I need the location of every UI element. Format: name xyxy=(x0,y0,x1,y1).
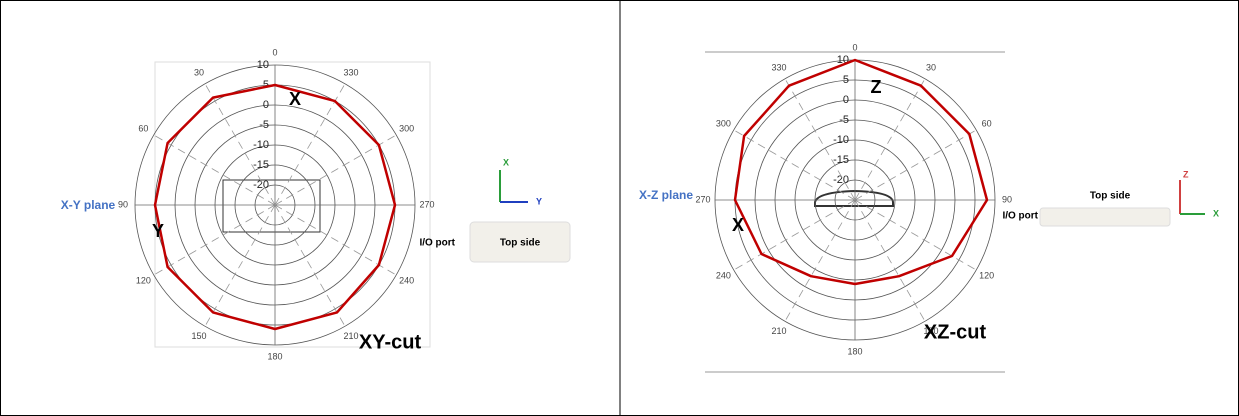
spoke xyxy=(274,83,346,206)
angle-label: 60 xyxy=(982,118,992,128)
cut-label: XY-cut xyxy=(359,331,422,353)
angle-label: 270 xyxy=(419,199,434,209)
spoke xyxy=(274,204,397,276)
angle-label: 210 xyxy=(771,326,786,336)
r-tick-label: 0 xyxy=(263,99,269,111)
spoke xyxy=(153,134,276,206)
spoke xyxy=(274,134,397,206)
device-label: I/O port xyxy=(419,238,455,249)
angle-label: 300 xyxy=(399,123,414,133)
angle-label: 270 xyxy=(695,194,710,204)
angle-label: 0 xyxy=(852,42,857,52)
device-label: Top side xyxy=(1090,191,1131,202)
device-photo xyxy=(1039,207,1171,227)
spoke xyxy=(784,78,856,201)
spoke xyxy=(784,199,856,322)
spoke xyxy=(733,129,856,201)
r-tick-label: -5 xyxy=(839,114,849,126)
r-tick-label: 5 xyxy=(263,79,269,91)
angle-label: 240 xyxy=(716,270,731,280)
angle-label: 300 xyxy=(716,118,731,128)
icon-label: X xyxy=(503,157,509,167)
r-tick-label: -15 xyxy=(253,159,269,171)
angle-label: 120 xyxy=(136,275,151,285)
axis-marker: Y xyxy=(152,221,164,241)
angle-label: 150 xyxy=(923,326,938,336)
pattern-curve xyxy=(153,83,397,331)
device-label: I/O port xyxy=(1002,211,1038,222)
angle-label: 150 xyxy=(191,331,206,341)
spoke xyxy=(854,78,926,201)
spoke xyxy=(204,83,276,206)
r-tick-label: -10 xyxy=(253,139,269,151)
axis-marker: Z xyxy=(871,77,882,97)
spoke xyxy=(854,199,926,322)
spoke xyxy=(153,204,276,276)
r-tick-label: -15 xyxy=(833,154,849,166)
spoke xyxy=(204,204,276,327)
r-tick-label: 0 xyxy=(843,94,849,106)
angle-label: 90 xyxy=(118,199,128,209)
angle-label: 210 xyxy=(343,331,358,341)
icon-label: Z xyxy=(1183,169,1189,179)
pattern-curve xyxy=(733,58,989,286)
icon-label: X xyxy=(1213,208,1219,218)
device-photo xyxy=(469,221,571,263)
angle-label: 30 xyxy=(194,68,204,78)
angle-label: 120 xyxy=(979,270,994,280)
plane-label: X-Z plane xyxy=(639,188,693,202)
angle-label: 330 xyxy=(771,63,786,73)
device xyxy=(222,179,321,233)
icon-label: Y xyxy=(536,196,542,206)
angle-label: 90 xyxy=(1002,194,1012,204)
spoke xyxy=(854,199,977,271)
angle-label: 330 xyxy=(343,68,358,78)
spoke xyxy=(274,204,346,327)
angle-label: 240 xyxy=(399,275,414,285)
cut-label: XZ-cut xyxy=(924,321,987,343)
axis-marker: X xyxy=(732,215,744,235)
device-label: Top side xyxy=(500,238,541,249)
r-tick-label: 5 xyxy=(843,74,849,86)
angle-label: 180 xyxy=(267,351,282,361)
angle-label: 30 xyxy=(926,63,936,73)
angle-label: 60 xyxy=(138,123,148,133)
axis-marker: X xyxy=(289,89,301,109)
spoke xyxy=(733,199,856,271)
r-tick-label: -5 xyxy=(259,119,269,131)
plane-label: X-Y plane xyxy=(61,198,116,212)
r-tick-label: -10 xyxy=(833,134,849,146)
angle-label: 0 xyxy=(272,47,277,57)
spoke xyxy=(854,129,977,201)
r-tick-label: 10 xyxy=(257,59,269,71)
angle-label: 180 xyxy=(847,346,862,356)
